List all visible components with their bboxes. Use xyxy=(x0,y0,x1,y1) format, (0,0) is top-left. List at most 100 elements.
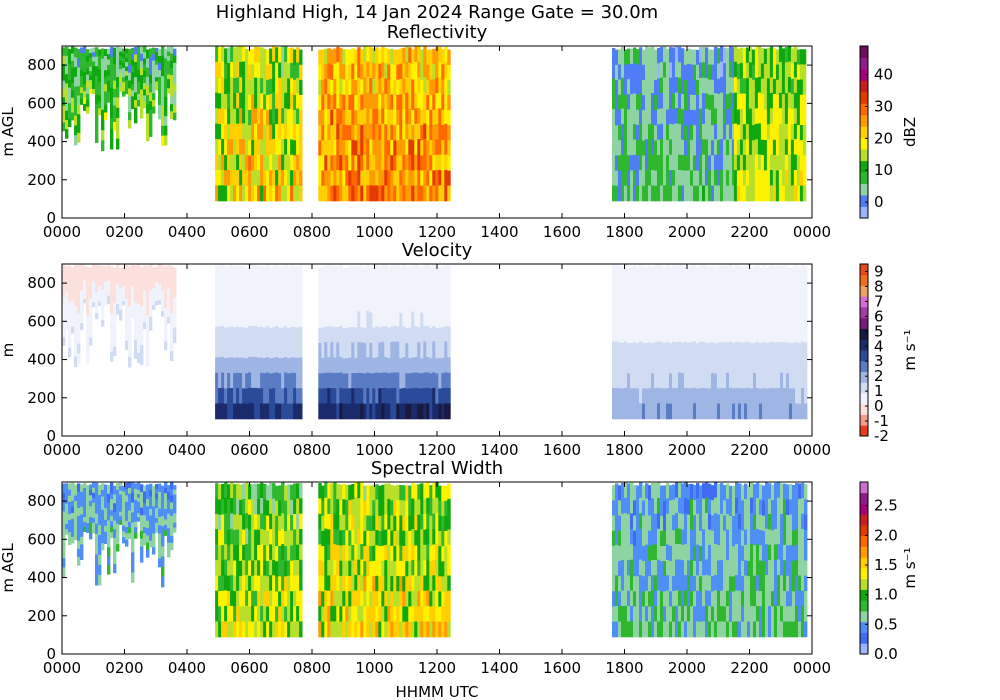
heatmap-cell xyxy=(714,123,718,140)
heatmap-cell xyxy=(417,169,421,186)
heatmap-cell xyxy=(327,94,331,110)
heatmap-cell xyxy=(65,493,69,499)
heatmap-cell xyxy=(729,77,733,94)
heatmap-cell xyxy=(363,169,367,186)
heatmap-cell xyxy=(390,155,394,171)
heatmap-cell xyxy=(101,265,105,273)
heatmap-cell xyxy=(218,93,222,110)
heatmap-cell xyxy=(669,297,673,314)
heatmap-cell xyxy=(447,357,451,374)
heatmap-cell xyxy=(74,285,78,296)
heatmap-cell xyxy=(420,403,424,420)
heatmap-cell xyxy=(152,533,156,541)
heatmap-cell xyxy=(170,341,174,352)
heatmap-cell xyxy=(140,267,144,278)
heatmap-cell xyxy=(95,564,99,576)
heatmap-cell xyxy=(218,403,222,420)
heatmap-cell xyxy=(278,185,282,202)
heatmap-cell xyxy=(281,185,285,202)
heatmap-cell xyxy=(435,139,439,156)
heatmap-cell xyxy=(783,265,787,282)
heatmap-cell xyxy=(447,590,451,607)
heatmap-cell xyxy=(633,265,637,282)
heatmap-cell xyxy=(360,125,364,141)
heatmap-cell xyxy=(173,55,177,64)
heatmap-cell xyxy=(254,544,258,561)
heatmap-cell xyxy=(354,497,358,514)
heatmap-cell xyxy=(417,403,421,420)
heatmap-cell xyxy=(633,154,637,171)
heatmap-cell xyxy=(378,281,382,298)
heatmap-cell xyxy=(739,63,744,79)
heatmap-cell xyxy=(263,185,267,202)
heatmap-cell xyxy=(221,61,225,78)
heatmap-cell xyxy=(444,341,448,358)
heatmap-cell xyxy=(771,280,775,297)
heatmap-cell xyxy=(342,358,346,374)
heatmap-cell xyxy=(260,559,264,576)
heatmap-cell xyxy=(324,280,328,297)
heatmap-cell xyxy=(342,373,346,390)
heatmap-cell xyxy=(780,296,784,312)
heatmap-cell xyxy=(101,48,105,60)
heatmap-cell xyxy=(245,544,249,560)
heatmap-cell xyxy=(290,403,294,420)
heatmap-cell xyxy=(92,277,96,283)
heatmap-cell xyxy=(296,575,300,592)
heatmap-cell xyxy=(266,561,270,577)
heatmap-cell xyxy=(717,185,721,202)
heatmap-cell xyxy=(633,357,637,374)
heatmap-cell xyxy=(239,327,243,343)
heatmap-cell xyxy=(86,106,90,114)
heatmap-cell xyxy=(363,388,367,405)
heatmap-cell xyxy=(330,79,334,96)
heatmap-cell xyxy=(131,502,135,513)
heatmap-cell xyxy=(125,489,129,496)
heatmap-cell xyxy=(624,387,628,404)
heatmap-cell xyxy=(131,84,135,91)
heatmap-cell xyxy=(119,515,123,521)
heatmap-cell xyxy=(639,621,643,638)
heatmap-cell xyxy=(158,97,162,106)
heatmap-cell xyxy=(633,388,637,404)
heatmap-cell xyxy=(296,544,300,561)
heatmap-cell xyxy=(612,93,616,110)
heatmap-cell xyxy=(330,95,334,111)
heatmap-cell xyxy=(750,388,754,405)
heatmap-cell xyxy=(651,154,655,171)
heatmap-cell xyxy=(74,346,78,358)
heatmap-cell xyxy=(336,139,340,156)
heatmap-cell xyxy=(287,530,291,546)
heatmap-cell xyxy=(717,266,721,283)
heatmap-cell xyxy=(68,56,72,65)
heatmap-cell xyxy=(86,489,90,496)
heatmap-cell xyxy=(248,310,252,327)
heatmap-cell xyxy=(405,328,409,344)
heatmap-cell xyxy=(284,62,288,78)
heatmap-cell xyxy=(275,185,279,202)
heatmap-cell xyxy=(747,264,751,281)
heatmap-cell xyxy=(272,342,276,359)
heatmap-cell xyxy=(399,500,403,516)
heatmap-cell xyxy=(266,310,270,327)
heatmap-cell xyxy=(390,560,394,577)
heatmap-cell xyxy=(642,485,646,501)
heatmap-cell xyxy=(227,560,231,577)
heatmap-cell xyxy=(447,296,451,312)
heatmap-cell xyxy=(284,591,288,607)
heatmap-cell xyxy=(230,92,234,109)
heatmap-cell xyxy=(354,342,358,359)
heatmap-cell xyxy=(290,296,294,312)
heatmap-cell xyxy=(125,332,129,342)
heatmap-cell xyxy=(155,274,159,279)
heatmap-cell xyxy=(113,55,117,65)
heatmap-cell xyxy=(663,170,667,186)
heatmap-cell xyxy=(293,265,297,282)
heatmap-cell xyxy=(248,140,252,156)
heatmap-cell xyxy=(86,513,90,519)
heatmap-cell xyxy=(173,305,177,314)
heatmap-cell xyxy=(405,313,409,329)
heatmap-cell xyxy=(227,484,231,500)
heatmap-cell xyxy=(783,311,787,328)
heatmap-cell xyxy=(348,484,352,501)
